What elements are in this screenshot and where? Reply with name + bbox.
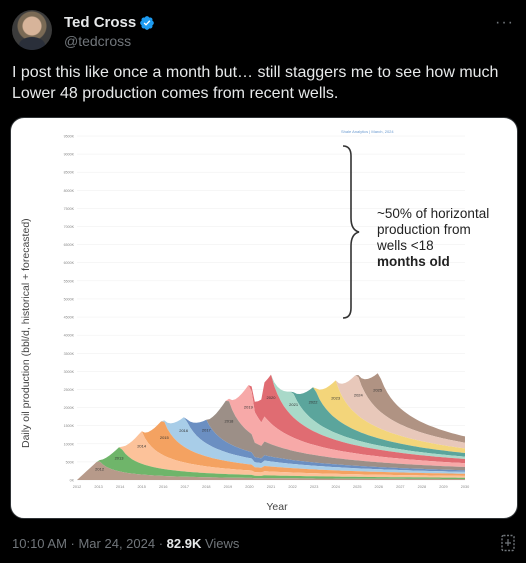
- y-tick-label: 2000K: [64, 406, 75, 410]
- x-tick-label: 2020: [245, 485, 253, 489]
- y-tick-label: 6500K: [64, 243, 75, 247]
- x-tick-label: 2022: [288, 485, 296, 489]
- y-tick-label: 0K: [70, 479, 75, 483]
- y-tick-label: 500K: [66, 460, 75, 464]
- x-tick-label: 2013: [94, 485, 102, 489]
- x-tick-label: 2015: [137, 485, 145, 489]
- tweet-footer: 10:10 AM · Mar 24, 2024 · 82.9K Views: [12, 536, 239, 551]
- tweet-text: I post this like once a month but… still…: [12, 64, 499, 102]
- y-tick-label: 6000K: [64, 261, 75, 265]
- area-series-2015: [77, 421, 465, 480]
- more-options-icon[interactable]: ···: [495, 14, 514, 31]
- x-tick-label: 2024: [331, 485, 339, 489]
- display-name[interactable]: Ted Cross: [64, 14, 137, 31]
- x-tick-label: 2014: [116, 485, 124, 489]
- x-tick-label: 2019: [224, 485, 232, 489]
- series-label: 2016: [179, 428, 189, 433]
- timestamp[interactable]: 10:10 AM · Mar 24, 2024 ·: [12, 536, 167, 551]
- stacked-area-chart: 2012 2013 2014 2015 2016 2017 2018 2019 2020 2021…: [20, 129, 493, 513]
- x-tick-label: 2016: [159, 485, 167, 489]
- x-tick-label: 2021: [267, 485, 275, 489]
- series-label: 2018: [225, 418, 235, 423]
- y-axis-label: Daily oil production (bbl/d, historical …: [20, 218, 32, 448]
- series-label: 2014: [137, 444, 147, 449]
- x-tick-label: 2017: [181, 485, 189, 489]
- annotation-text: ~50% of horizontal production from wells…: [376, 206, 493, 269]
- series-label: 2024: [354, 392, 364, 397]
- y-tick-label: 1000K: [64, 442, 75, 446]
- y-tick-label: 1500K: [64, 424, 75, 428]
- x-tick-label: 2026: [375, 485, 383, 489]
- area-series-2016: [77, 417, 465, 480]
- x-tick-label: 2025: [353, 485, 361, 489]
- area-series-2019: [77, 385, 465, 480]
- series-label: 2023: [331, 395, 341, 400]
- author-name-row: Ted Cross: [64, 14, 155, 31]
- y-tick-label: 5500K: [64, 279, 75, 283]
- y-tick-label: 9500K: [64, 135, 75, 139]
- views-label: Views: [201, 536, 240, 551]
- tweet-media-chart[interactable]: 2012 2013 2014 2015 2016 2017 2018 2019 2020 2021…: [10, 117, 518, 519]
- y-tick-label: 7500K: [64, 207, 75, 211]
- y-tick-label: 8000K: [64, 189, 75, 193]
- y-tick-label: 5000K: [64, 297, 75, 301]
- series-label: 2015: [160, 435, 170, 440]
- series-label: 2025: [373, 387, 383, 392]
- annotation-brace: [342, 145, 360, 319]
- x-axis-label: Year: [266, 501, 288, 513]
- y-tick-label: 9000K: [64, 153, 75, 157]
- y-tick-label: 8500K: [64, 171, 75, 175]
- x-tick-label: 2030: [461, 485, 469, 489]
- x-tick-label: 2029: [439, 485, 447, 489]
- y-tick-label: 7000K: [64, 225, 75, 229]
- x-tick-label: 2028: [418, 485, 426, 489]
- series-label: 2017: [202, 428, 212, 433]
- y-tick-label: 3500K: [64, 352, 75, 356]
- area-series-2013: [77, 447, 465, 480]
- tweet-header: Ted Cross @tedcross ···: [12, 10, 514, 54]
- area-series-2020: [77, 374, 465, 480]
- y-tick-label: 4500K: [64, 316, 75, 320]
- x-tick-label: 2027: [396, 485, 404, 489]
- y-tick-label: 4000K: [64, 334, 75, 338]
- x-tick-label: 2012: [73, 485, 81, 489]
- y-tick-label: 3000K: [64, 370, 75, 374]
- chart-source: Shale Analytics | March, 2024: [341, 129, 394, 134]
- series-label: 2020: [267, 395, 277, 400]
- area-series-2014: [77, 431, 465, 480]
- bookmark-icon[interactable]: [500, 534, 516, 552]
- series-label: 2021: [289, 402, 299, 407]
- y-tick-label: 2500K: [64, 388, 75, 392]
- series-label: 2013: [115, 455, 125, 460]
- views-count: 82.9K: [166, 536, 202, 551]
- x-tick-label: 2018: [202, 485, 210, 489]
- verified-badge-icon: [140, 15, 155, 30]
- author-handle[interactable]: @tedcross: [64, 33, 132, 49]
- area-series-2024: [77, 374, 465, 480]
- series-label: 2019: [244, 404, 254, 409]
- series-label: 2022: [309, 400, 319, 405]
- x-tick-label: 2023: [310, 485, 318, 489]
- avatar[interactable]: [12, 10, 52, 50]
- area-series-2012: [77, 461, 465, 480]
- series-label: 2012: [95, 467, 105, 472]
